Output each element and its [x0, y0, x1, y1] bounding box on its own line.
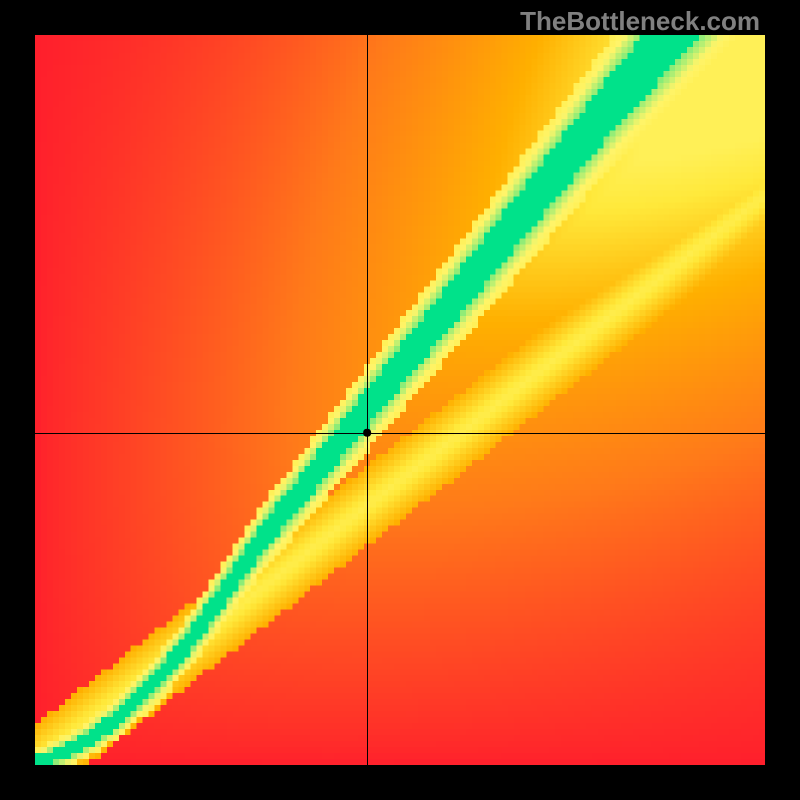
crosshair-canvas — [35, 35, 765, 765]
chart-container: { "canvas": { "width_px": 800, "height_p… — [0, 0, 800, 800]
watermark-text: TheBottleneck.com — [520, 6, 760, 37]
